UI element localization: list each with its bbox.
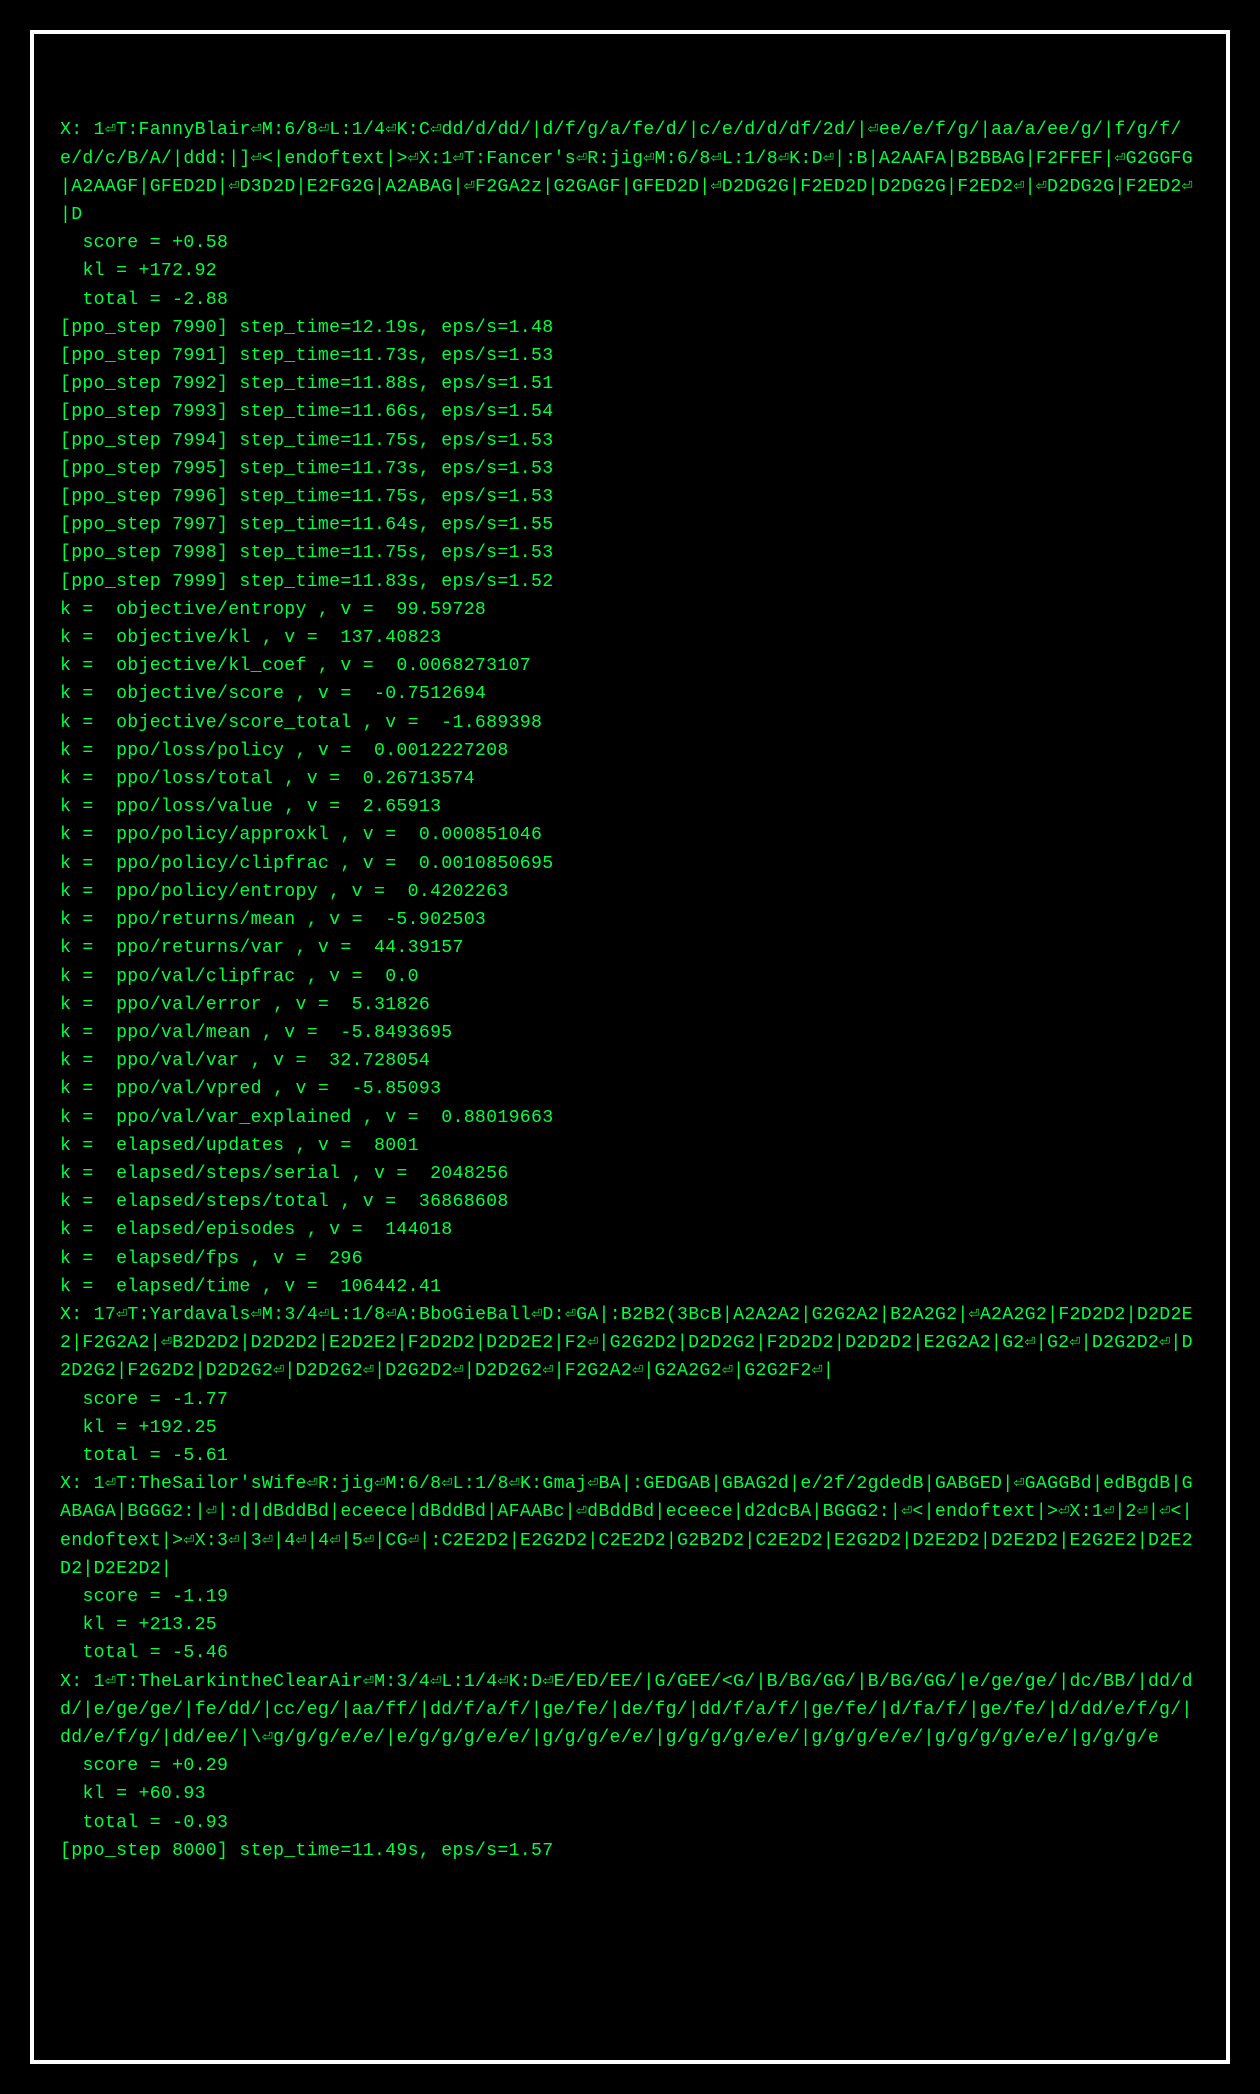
terminal-line: kl = +60.93 (60, 1780, 1200, 1808)
terminal-line: total = -2.88 (60, 286, 1200, 314)
terminal-line: total = -5.61 (60, 1442, 1200, 1470)
terminal-line: k = ppo/val/error , v = 5.31826 (60, 991, 1200, 1019)
terminal-line: [ppo_step 7999] step_time=11.83s, eps/s=… (60, 568, 1200, 596)
terminal-line: [ppo_step 7998] step_time=11.75s, eps/s=… (60, 539, 1200, 567)
terminal-line: X: 1⏎T:FannyBlair⏎M:6/8⏎L:1/4⏎K:C⏎dd/d/d… (60, 116, 1200, 229)
terminal-window-border: X: 1⏎T:FannyBlair⏎M:6/8⏎L:1/4⏎K:C⏎dd/d/d… (30, 30, 1230, 2064)
terminal-line: k = objective/kl , v = 137.40823 (60, 624, 1200, 652)
terminal-line: score = +0.29 (60, 1752, 1200, 1780)
terminal-line: score = -1.77 (60, 1386, 1200, 1414)
terminal-line: X: 1⏎T:TheLarkintheClearAir⏎M:3/4⏎L:1/4⏎… (60, 1668, 1200, 1753)
terminal-line: [ppo_step 7997] step_time=11.64s, eps/s=… (60, 511, 1200, 539)
terminal-line: k = ppo/policy/approxkl , v = 0.00085104… (60, 821, 1200, 849)
terminal-line: k = elapsed/steps/total , v = 36868608 (60, 1188, 1200, 1216)
terminal-line: k = objective/kl_coef , v = 0.0068273107 (60, 652, 1200, 680)
terminal-line: k = objective/score , v = -0.7512694 (60, 680, 1200, 708)
terminal-line: [ppo_step 7991] step_time=11.73s, eps/s=… (60, 342, 1200, 370)
terminal-line: [ppo_step 7990] step_time=12.19s, eps/s=… (60, 314, 1200, 342)
terminal-line: X: 17⏎T:Yardavals⏎M:3/4⏎L:1/8⏎A:BboGieBa… (60, 1301, 1200, 1386)
terminal-line: k = ppo/policy/entropy , v = 0.4202263 (60, 878, 1200, 906)
terminal-line: k = elapsed/time , v = 106442.41 (60, 1273, 1200, 1301)
terminal-line: score = -1.19 (60, 1583, 1200, 1611)
terminal-line: score = +0.58 (60, 229, 1200, 257)
terminal-line: [ppo_step 7992] step_time=11.88s, eps/s=… (60, 370, 1200, 398)
terminal-line: k = elapsed/updates , v = 8001 (60, 1132, 1200, 1160)
terminal-line: [ppo_step 7996] step_time=11.75s, eps/s=… (60, 483, 1200, 511)
terminal-line: [ppo_step 8000] step_time=11.49s, eps/s=… (60, 1837, 1200, 1865)
terminal-line: k = ppo/returns/var , v = 44.39157 (60, 934, 1200, 962)
terminal-line: k = ppo/loss/policy , v = 0.0012227208 (60, 737, 1200, 765)
terminal-line: k = elapsed/steps/serial , v = 2048256 (60, 1160, 1200, 1188)
terminal-line: total = -5.46 (60, 1639, 1200, 1667)
terminal-line: X: 1⏎T:TheSailor'sWife⏎R:jig⏎M:6/8⏎L:1/8… (60, 1470, 1200, 1583)
terminal-line: k = ppo/val/mean , v = -5.8493695 (60, 1019, 1200, 1047)
terminal-line: [ppo_step 7995] step_time=11.73s, eps/s=… (60, 455, 1200, 483)
terminal-output: X: 1⏎T:FannyBlair⏎M:6/8⏎L:1/4⏎K:C⏎dd/d/d… (60, 60, 1200, 1865)
terminal-line: total = -0.93 (60, 1809, 1200, 1837)
terminal-line: k = ppo/policy/clipfrac , v = 0.00108506… (60, 850, 1200, 878)
terminal-line: kl = +192.25 (60, 1414, 1200, 1442)
terminal-line: kl = +213.25 (60, 1611, 1200, 1639)
terminal-line: k = objective/entropy , v = 99.59728 (60, 596, 1200, 624)
terminal-line: k = ppo/val/clipfrac , v = 0.0 (60, 963, 1200, 991)
terminal-line: kl = +172.92 (60, 257, 1200, 285)
terminal-line: k = ppo/val/vpred , v = -5.85093 (60, 1075, 1200, 1103)
terminal-line: [ppo_step 7993] step_time=11.66s, eps/s=… (60, 398, 1200, 426)
terminal-line: k = ppo/returns/mean , v = -5.902503 (60, 906, 1200, 934)
terminal-line: k = ppo/val/var_explained , v = 0.880196… (60, 1104, 1200, 1132)
terminal-line: k = elapsed/fps , v = 296 (60, 1245, 1200, 1273)
terminal-line: k = elapsed/episodes , v = 144018 (60, 1216, 1200, 1244)
terminal-line: k = objective/score_total , v = -1.68939… (60, 709, 1200, 737)
terminal-line: [ppo_step 7994] step_time=11.75s, eps/s=… (60, 427, 1200, 455)
terminal-line: k = ppo/loss/total , v = 0.26713574 (60, 765, 1200, 793)
terminal-line: k = ppo/val/var , v = 32.728054 (60, 1047, 1200, 1075)
terminal-line: k = ppo/loss/value , v = 2.65913 (60, 793, 1200, 821)
